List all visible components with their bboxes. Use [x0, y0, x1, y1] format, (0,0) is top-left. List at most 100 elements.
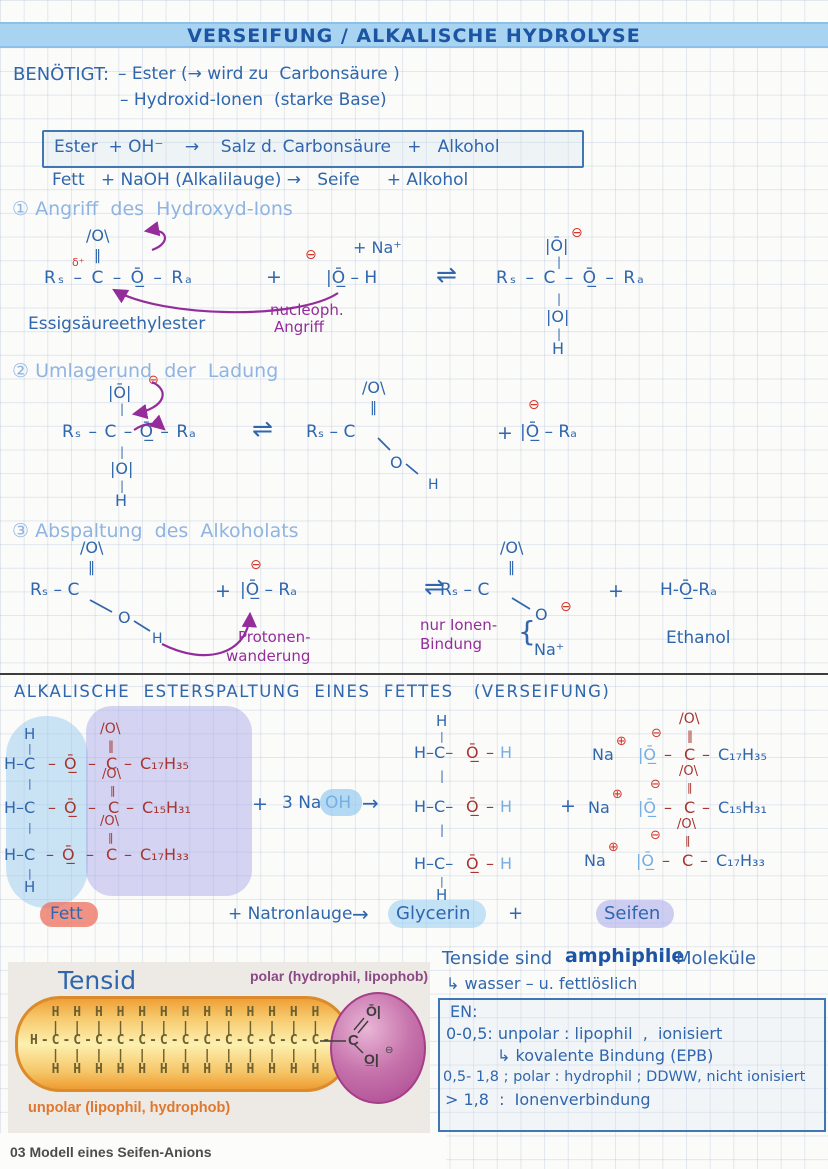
section-divider	[0, 673, 828, 675]
formula-token: ‖	[108, 739, 114, 753]
ethanol-label: Ethanol	[666, 628, 731, 648]
formula-token: H	[24, 878, 36, 896]
formula-token: +	[508, 903, 524, 924]
formula-token: –	[48, 798, 56, 817]
boxed-equation: Ester + OH⁻ → Salz d. Carbonsäure + Alko…	[54, 137, 500, 157]
natronlauge-label: + Natronlauge	[228, 904, 353, 924]
tensid-title: Tensid	[58, 966, 137, 995]
formula-token: C	[108, 798, 120, 817]
en-line2: ↳ kovalente Bindung (EPB)	[497, 1046, 714, 1065]
formula-token: |Ō|	[545, 236, 569, 255]
formula-token: H	[436, 712, 448, 730]
formula-token: ‖	[370, 400, 377, 416]
en-heading: EN:	[450, 1002, 478, 1021]
formula-token: +	[497, 422, 513, 444]
formula-token: Rₛ – C – Ō̲ – Rₐ	[44, 268, 194, 288]
formula-token: |	[120, 445, 125, 459]
formula-token: H–C–	[414, 743, 454, 762]
formula-token: –	[486, 743, 494, 762]
formula-token: –	[48, 754, 56, 773]
formula-token: Rₛ – C	[306, 422, 356, 442]
en-line1: 0-0,5: unpolar : lipophil , ionisiert	[446, 1024, 723, 1043]
step1-heading: ① Angriff des Hydroxyd-Ions	[12, 198, 293, 220]
benoetigt-line1: – Ester (→ wird zu Carbonsäure )	[118, 64, 400, 84]
formula-token: O	[535, 605, 548, 624]
formula-token: ‖	[110, 784, 116, 797]
formula-token: +	[608, 580, 624, 602]
formula-token: C	[348, 1032, 359, 1049]
formula-token: C	[682, 851, 694, 870]
formula-token: ⊖	[528, 397, 540, 413]
formula-token: /O\	[679, 764, 698, 779]
nucleophilic-attack-label: nucleoph.	[270, 301, 344, 319]
formula-token: C₁₇H₃₃	[140, 845, 189, 864]
formula-token: |Ō̲	[638, 798, 656, 817]
formula-token: |	[557, 292, 562, 306]
polar-head-shape	[330, 992, 426, 1104]
formula-token: –	[126, 798, 134, 817]
formula-token: Ō̲	[62, 845, 75, 864]
formula-token: |	[440, 875, 444, 888]
formula-token: 3 Na	[282, 793, 322, 813]
formula-token: C	[684, 798, 696, 817]
formula-token: /O\	[679, 711, 700, 727]
formula-token: H	[436, 886, 448, 904]
formula-token: ⊖	[385, 1045, 394, 1056]
formula-token: |Ō̲ – Rₐ	[520, 422, 577, 442]
loeslich-line: ↳ wasser – u. fettlöslich	[446, 974, 638, 993]
formula-token: O	[390, 453, 403, 472]
caption-strip	[0, 1133, 446, 1169]
formula-token: C	[106, 754, 118, 773]
proton-migration-label: Protonen-	[238, 628, 311, 646]
formula-token: ⊕	[608, 840, 619, 855]
formula-token: –	[664, 745, 672, 764]
formula-token: Bindung	[420, 635, 483, 653]
formula-token: /O\	[100, 721, 121, 737]
title-highlight-band	[0, 22, 828, 48]
formula-token: ‖	[88, 560, 95, 576]
formula-token: H-Ō̲-Rₐ	[660, 580, 717, 600]
formula-token: –	[46, 845, 54, 864]
formula-token: C	[106, 845, 118, 864]
formula-token: Ō̲	[64, 754, 77, 773]
formula-token: ⊖	[650, 828, 661, 843]
formula-token: –	[88, 754, 96, 773]
formula-token: H	[500, 797, 513, 816]
formula-token: ⊖	[571, 225, 583, 241]
fett-word-equation: Fett + NaOH (Alkalilauge) → Seife + Alko…	[52, 170, 469, 190]
formula-token: Ō̲	[64, 798, 77, 817]
formula-token: /O\	[80, 538, 104, 557]
formula-token: Rₛ – C – Ō̲ – Rₐ	[496, 268, 646, 288]
formula-token: ⇌	[424, 572, 445, 601]
formula-token: H–C–	[414, 797, 454, 816]
en-info-box	[438, 998, 826, 1132]
formula-token: ‖	[687, 729, 693, 743]
formula-token: |	[28, 777, 32, 790]
formula-token: Angriff	[274, 318, 324, 336]
fett-label: Fett	[50, 904, 83, 924]
highlight-seifen	[596, 900, 674, 928]
formula-token: H–C	[4, 798, 36, 817]
step1-reactant-label: Essigsäureethylester	[28, 314, 206, 334]
formula-token: ‖	[508, 560, 515, 576]
formula-token: Na⁺	[534, 640, 565, 659]
benoetigt-line2: – Hydroxid-Ionen (starke Base)	[120, 90, 387, 110]
chain-bonds-bottom: | | | | | | | | | | | | |	[30, 1048, 323, 1063]
formula-token: ‖	[687, 781, 693, 794]
formula-token: |	[557, 255, 562, 269]
formula-token: wanderung	[226, 647, 311, 665]
formula-token: |O|	[110, 459, 134, 478]
formula-token: –	[702, 745, 710, 764]
highlight-naoh-oh	[320, 789, 362, 816]
formula-token: –	[662, 851, 670, 870]
formula-token: |Ō|	[108, 383, 132, 402]
formula-token: H	[552, 339, 565, 358]
formula-token: Na	[584, 851, 606, 870]
formula-token: –	[702, 798, 710, 817]
formula-token: O	[118, 608, 131, 627]
formula-token: H–C–	[414, 854, 454, 873]
en-line4: > 1,8 : Ionenverbindung	[445, 1090, 651, 1109]
formula-token: ⊖	[148, 373, 159, 388]
